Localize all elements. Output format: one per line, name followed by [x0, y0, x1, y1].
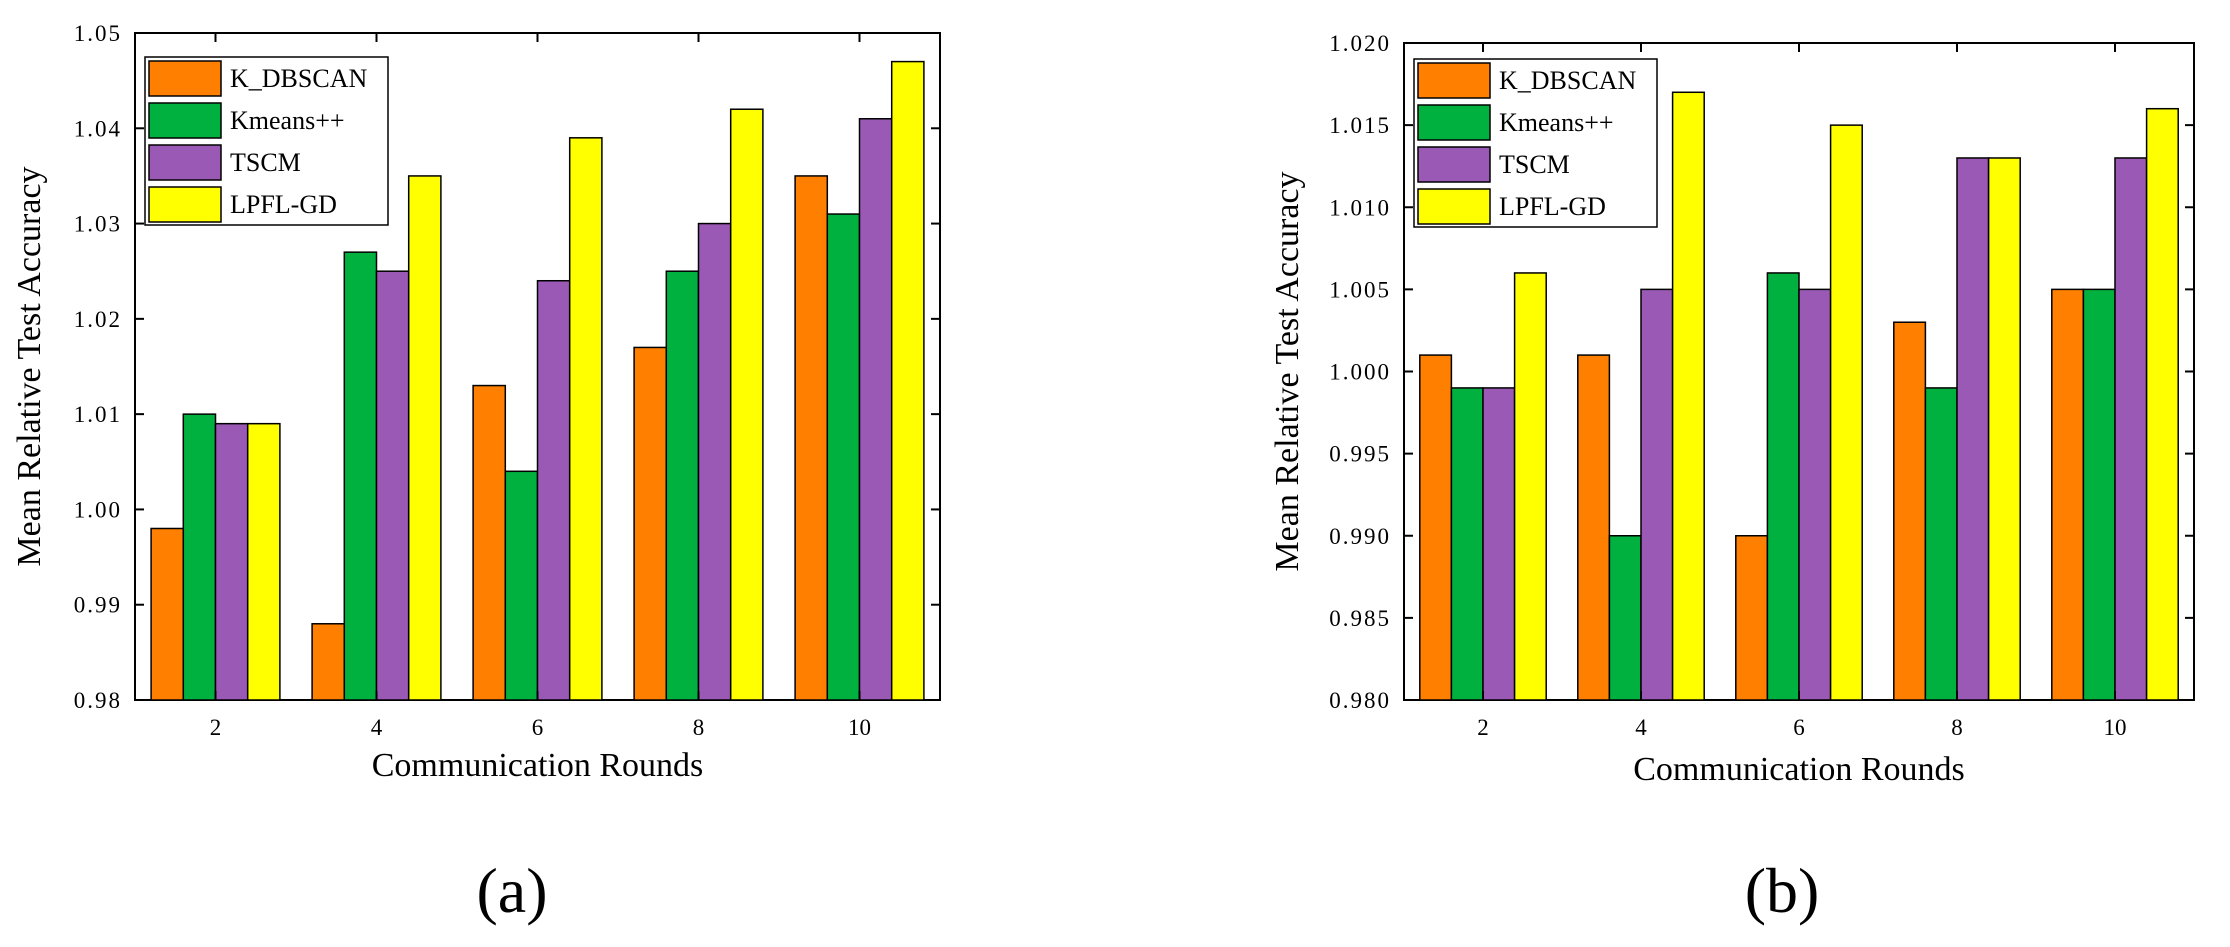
bar-lpfl-gd-8 [729, 108, 764, 701]
x-tick-label: 4 [371, 715, 383, 740]
bar-lpfl-gd-6 [1829, 124, 1863, 701]
x-tick-label: 2 [210, 715, 222, 740]
bar-tscm-4 [1640, 288, 1674, 701]
bar-k-dbscan-6 [1735, 535, 1769, 701]
chart-panel-a: 0.98 0.99 1.00 1.01 1.02 1.03 1.04 1.05 2 4 6 8 10 Co… [11, 21, 941, 926]
legend-label-kmeans-: Kmeans++ [1499, 108, 1614, 137]
y-tick-label: 0.980 [1329, 688, 1391, 713]
x-tick-label: 10 [848, 715, 871, 740]
y-tick-label: 1.00 [74, 497, 122, 522]
y-tick-label: 1.000 [1329, 360, 1391, 385]
bar-kmeans--4 [343, 251, 378, 701]
x-tick-label: 8 [693, 715, 705, 740]
bar-kmeans--6 [504, 470, 539, 701]
x-axis-label: Communication Rounds [372, 747, 704, 784]
bar-tscm-4 [375, 270, 410, 701]
y-tick-label: 0.995 [1329, 442, 1391, 467]
bar-lpfl-gd-10 [2145, 107, 2179, 701]
bar-kmeans--10 [826, 213, 861, 701]
bar-tscm-6 [1798, 288, 1832, 701]
bar-kmeans--6 [1766, 272, 1800, 701]
y-tick-label: 1.005 [1329, 277, 1391, 302]
bar-lpfl-gd-8 [1987, 157, 2021, 701]
x-tick-label: 6 [532, 715, 544, 740]
x-tick-label: 10 [2104, 715, 2127, 740]
bar-kmeans--10 [2082, 288, 2116, 701]
bar-kmeans--2 [1450, 387, 1484, 701]
bar-k-dbscan-6 [472, 384, 507, 701]
x-tick-label: 6 [1793, 715, 1805, 740]
legend-label-k-dbscan: K_DBSCAN [230, 64, 367, 93]
bar-k-dbscan-2 [150, 527, 185, 701]
legend-swatch-tscm [148, 144, 222, 181]
legend-label-k-dbscan: K_DBSCAN [1499, 66, 1636, 95]
x-tick-label: 8 [1951, 715, 1963, 740]
bar-k-dbscan-8 [1893, 321, 1927, 701]
y-tick-label: 0.99 [74, 593, 122, 618]
bar-lpfl-gd-4 [407, 175, 442, 701]
bar-lpfl-gd-2 [1513, 272, 1547, 701]
legend-label-kmeans-: Kmeans++ [230, 106, 345, 135]
legend-swatch-k-dbscan [148, 60, 222, 97]
legend-swatch-kmeans- [148, 102, 222, 139]
y-tick-label: 1.02 [74, 307, 122, 332]
bar-kmeans--8 [665, 270, 700, 701]
bar-k-dbscan-10 [2051, 288, 2085, 701]
panel-label: (b) [1745, 855, 1820, 926]
bar-tscm-6 [536, 279, 571, 701]
y-tick-label: 0.98 [74, 688, 122, 713]
bar-lpfl-gd-4 [1671, 91, 1705, 701]
legend-swatch-lpfl-gd [148, 186, 222, 223]
y-tick-label: 1.05 [74, 21, 122, 46]
bar-tscm-8 [697, 222, 732, 701]
bar-k-dbscan-4 [1577, 354, 1611, 701]
bar-k-dbscan-10 [794, 175, 829, 701]
bar-k-dbscan-4 [311, 623, 346, 701]
bar-k-dbscan-2 [1419, 354, 1453, 701]
y-tick-label: 0.990 [1329, 524, 1391, 549]
y-tick-label: 1.04 [74, 116, 122, 141]
bar-tscm-10 [858, 118, 893, 701]
legend-label-lpfl-gd: LPFL-GD [230, 190, 337, 219]
y-tick-label: 1.01 [74, 402, 122, 427]
legend-swatch-k-dbscan [1417, 62, 1491, 99]
y-axis-label: Mean Relative Test Accuracy [11, 166, 48, 566]
bar-lpfl-gd-2 [246, 422, 281, 701]
legend-label-tscm: TSCM [1499, 150, 1570, 179]
legend-label-tscm: TSCM [230, 148, 301, 177]
bar-tscm-2 [1482, 387, 1516, 701]
bar-tscm-8 [1956, 157, 1990, 701]
bar-kmeans--4 [1608, 535, 1642, 701]
y-tick-label: 0.985 [1329, 606, 1391, 631]
bar-lpfl-gd-10 [890, 60, 925, 701]
bar-tscm-2 [214, 422, 249, 701]
bar-lpfl-gd-6 [568, 137, 603, 701]
legend-swatch-kmeans- [1417, 104, 1491, 141]
y-tick-label: 1.010 [1329, 195, 1391, 220]
y-tick-label: 1.03 [74, 212, 122, 237]
x-tick-label: 2 [1477, 715, 1489, 740]
legend-swatch-tscm [1417, 146, 1491, 183]
x-tick-label: 4 [1635, 715, 1647, 740]
y-tick-label: 1.015 [1329, 113, 1391, 138]
x-axis-label: Communication Rounds [1633, 751, 1965, 788]
bar-tscm-10 [2114, 157, 2148, 701]
y-axis-label: Mean Relative Test Accuracy [1269, 171, 1306, 571]
legend-swatch-lpfl-gd [1417, 188, 1491, 225]
bar-kmeans--2 [182, 413, 217, 701]
panel-label: (a) [476, 855, 547, 926]
chart-panel-b: 0.980 0.985 0.990 0.995 1.000 1.005 1.010 1.015… [1269, 31, 2195, 926]
y-tick-label: 1.020 [1329, 31, 1391, 56]
bar-kmeans--8 [1924, 387, 1958, 701]
bar-k-dbscan-8 [633, 346, 668, 701]
legend-label-lpfl-gd: LPFL-GD [1499, 192, 1606, 221]
